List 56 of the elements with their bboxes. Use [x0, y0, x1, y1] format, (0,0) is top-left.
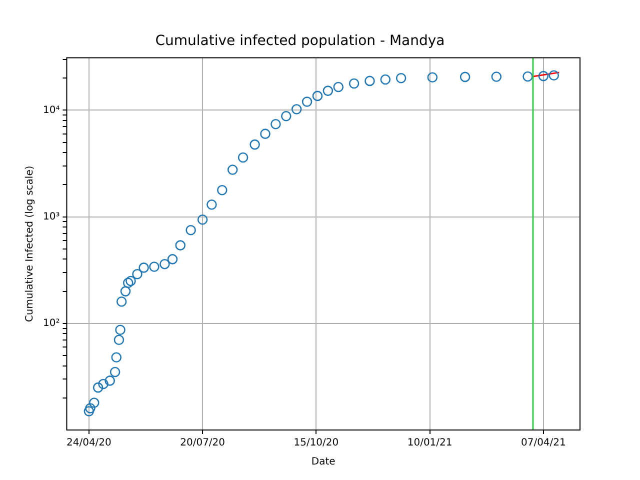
point [333, 82, 344, 92]
point [126, 276, 136, 286]
y-axis-title: Cumulative Infected (log scale) [24, 166, 36, 322]
point [238, 152, 248, 163]
point [104, 376, 115, 386]
point [115, 324, 126, 335]
point [396, 72, 406, 84]
point [322, 86, 334, 96]
x-tick-label: 07/04/21 [520, 438, 566, 449]
y-tick-label: 10³ [43, 211, 60, 222]
point [260, 128, 270, 139]
x-tick-label: 10/01/21 [407, 438, 452, 449]
point [217, 184, 228, 196]
point [227, 164, 238, 175]
point [312, 90, 323, 102]
point [460, 72, 470, 82]
point [206, 199, 217, 210]
point [114, 334, 124, 346]
point [120, 286, 131, 296]
point [98, 378, 108, 390]
point [250, 139, 260, 150]
point [291, 104, 302, 114]
point [302, 96, 312, 107]
point [197, 214, 208, 225]
point [491, 72, 502, 82]
point [270, 118, 281, 130]
point [380, 74, 391, 85]
chart-title: Cumulative infected population - Mandya [155, 33, 445, 50]
point [110, 366, 120, 378]
point [92, 382, 104, 393]
point [538, 70, 549, 82]
x-tick-label: 20/07/20 [180, 438, 226, 449]
point [85, 403, 96, 414]
point [111, 352, 122, 363]
point [116, 296, 127, 307]
point [348, 78, 360, 89]
point [280, 110, 292, 122]
x-tick-label: 15/10/20 [294, 438, 339, 449]
y-tick-label: 10⁴ [43, 104, 60, 116]
point [175, 240, 186, 250]
point [122, 278, 134, 288]
point [138, 262, 149, 273]
point [167, 254, 178, 264]
point [548, 70, 560, 81]
point [364, 76, 375, 86]
point [84, 406, 94, 416]
point [149, 262, 160, 272]
point [186, 224, 196, 236]
point [132, 268, 142, 280]
x-axis-title: Date [311, 456, 336, 468]
point [522, 71, 533, 82]
point [160, 258, 170, 270]
point [427, 72, 438, 83]
point [89, 398, 100, 408]
x-tick-label: 24/04/20 [66, 438, 112, 449]
y-tick-label: 10² [43, 318, 60, 329]
